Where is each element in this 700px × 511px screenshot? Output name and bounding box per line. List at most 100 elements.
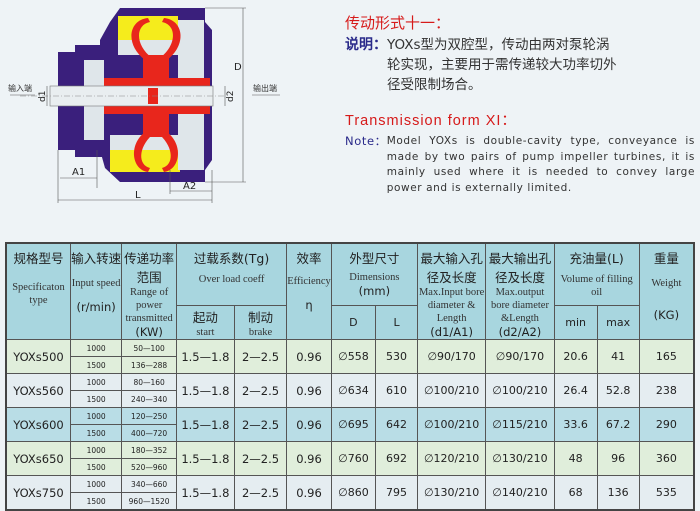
header-start: 起动 start xyxy=(175,305,235,340)
cell-model: YOXs600 xyxy=(5,407,71,442)
cell-output-bore: ∅140/210 xyxy=(485,475,555,511)
cell-L: 642 xyxy=(375,407,418,442)
cell-brake: 2—2.5 xyxy=(233,441,288,476)
cell-start: 1.5—1.8 xyxy=(175,441,235,476)
header-oil: 充油量(L) Volume of filling oil xyxy=(553,242,640,307)
cell-L: 795 xyxy=(375,475,418,511)
header-output-bore: 最大输出孔径及长度 Max.output bore diameter &Lengt… xyxy=(485,242,555,340)
cell-brake: 2—2.5 xyxy=(233,373,288,408)
header-oil-min: min xyxy=(553,305,598,340)
cell-model: YOXs500 xyxy=(5,339,71,374)
cell-L: 530 xyxy=(375,339,418,374)
cell-weight: 360 xyxy=(638,441,695,476)
cell-input-bore: ∅100/210 xyxy=(416,373,487,408)
coupling-cross-section-diagram: 输入端 输出端 d1 d2 D A1 A2 L xyxy=(8,7,280,203)
cell-power: 960—1520 xyxy=(121,492,177,511)
cell-D: ∅860 xyxy=(330,475,377,511)
cell-efficiency: 0.96 xyxy=(286,475,332,511)
cell-speed: 1000 xyxy=(69,407,123,425)
cn-note-text: YOXs型为双腔型，传动由两对泵轮涡轮实现，主要用于需传递较大功率切外径受限制场… xyxy=(387,37,617,93)
header-spec: 规格型号 Specificaton type xyxy=(5,242,71,340)
cell-speed: 1000 xyxy=(69,475,123,493)
cell-speed: 1000 xyxy=(69,441,123,459)
dim-d1: d1 xyxy=(38,91,48,102)
cell-weight: 165 xyxy=(638,339,695,374)
cell-efficiency: 0.96 xyxy=(286,339,332,374)
cell-speed: 1000 xyxy=(69,373,123,391)
dim-d2: d2 xyxy=(226,91,236,102)
cell-oil-min: 33.6 xyxy=(553,407,598,442)
en-note-label: Note： xyxy=(345,134,387,148)
cell-speed: 1500 xyxy=(69,390,123,408)
cell-start: 1.5—1.8 xyxy=(175,339,235,374)
cell-oil-min: 48 xyxy=(553,441,598,476)
cell-power: 120—250 xyxy=(121,407,177,425)
cell-speed: 1500 xyxy=(69,458,123,476)
cell-speed: 1500 xyxy=(69,424,123,442)
cell-speed: 1500 xyxy=(69,356,123,374)
cn-note: 说明： YOXs型为双腔型，传动由两对泵轮涡轮实现，主要用于需传递较大功率切外径… xyxy=(345,35,695,95)
cell-oil-min: 26.4 xyxy=(553,373,598,408)
cell-model: YOXs560 xyxy=(5,373,71,408)
header-D: D xyxy=(330,305,377,340)
cell-start: 1.5—1.8 xyxy=(175,373,235,408)
cell-L: 692 xyxy=(375,441,418,476)
cn-title: 传动形式十一： xyxy=(345,14,451,32)
spec-table: 规格型号 Specificaton type 输入转速 Input speed (r/… xyxy=(5,242,695,511)
header-power: 传递功率范围 Range of power transmitted (KW) xyxy=(121,242,177,340)
cell-start: 1.5—1.8 xyxy=(175,475,235,511)
cell-power: 180—352 xyxy=(121,441,177,459)
table-subrow: 1500 240—340 xyxy=(6,390,694,408)
table-row: YOXs560 1000 80—160 1.5—1.8 2—2.5 0.96 ∅634 610… xyxy=(5,373,695,408)
cell-power: 80—160 xyxy=(121,373,177,391)
cell-weight: 290 xyxy=(638,407,695,442)
output-end-label: 输出端 xyxy=(253,83,277,93)
header-efficiency: 效率 Efficiency η xyxy=(286,242,332,340)
cell-model: YOXs750 xyxy=(5,475,71,511)
cell-power: 136—288 xyxy=(121,356,177,374)
table-row: YOXs750 1000 340—660 1.5—1.8 2—2.5 0.96 ∅860 79… xyxy=(5,475,695,511)
cell-oil-max: 52.8 xyxy=(596,373,640,408)
dim-A2: A2 xyxy=(183,181,196,192)
header-oil-max: max xyxy=(596,305,640,340)
en-title: Transmission form XI： xyxy=(345,113,517,129)
header-brake: 制动 brake xyxy=(233,305,288,340)
cell-speed: 1000 xyxy=(69,339,123,357)
cell-input-bore: ∅130/210 xyxy=(416,475,487,511)
cell-brake: 2—2.5 xyxy=(233,407,288,442)
header-L: L xyxy=(375,305,418,340)
cell-input-bore: ∅100/210 xyxy=(416,407,487,442)
cell-power: 400—720 xyxy=(121,424,177,442)
cell-D: ∅558 xyxy=(330,339,377,374)
cell-start: 1.5—1.8 xyxy=(175,407,235,442)
header-dimensions: 外型尺寸 Dimensions (mm) xyxy=(330,242,418,307)
description-block: 传动形式十一： 说明： YOXs型为双腔型，传动由两对泵轮涡轮实现，主要用于需传… xyxy=(345,12,695,196)
cell-model: YOXs650 xyxy=(5,441,71,476)
cell-output-bore: ∅115/210 xyxy=(485,407,555,442)
cell-power: 520—960 xyxy=(121,458,177,476)
cell-oil-min: 68 xyxy=(553,475,598,511)
cell-output-bore: ∅100/210 xyxy=(485,373,555,408)
dim-A1: A1 xyxy=(72,167,85,178)
cell-oil-max: 41 xyxy=(596,339,640,374)
cell-D: ∅634 xyxy=(330,373,377,408)
table-subrow: 1500 520—960 xyxy=(6,458,694,476)
cell-D: ∅695 xyxy=(330,407,377,442)
cell-output-bore: ∅130/210 xyxy=(485,441,555,476)
cell-efficiency: 0.96 xyxy=(286,407,332,442)
input-end-label: 输入端 xyxy=(8,83,32,93)
cell-input-bore: ∅120/210 xyxy=(416,441,487,476)
cell-D: ∅760 xyxy=(330,441,377,476)
cell-output-bore: ∅90/170 xyxy=(485,339,555,374)
cell-speed: 1500 xyxy=(69,492,123,511)
cell-weight: 238 xyxy=(638,373,695,408)
cell-oil-min: 20.6 xyxy=(553,339,598,374)
cell-power: 50—100 xyxy=(121,339,177,357)
table-row: YOXs500 1000 50—100 1.5—1.8 2—2.5 0.96 ∅558 530… xyxy=(5,339,695,374)
header-speed: 输入转速 Input speed (r/min) xyxy=(69,242,123,340)
table-row: YOXs600 1000 120—250 1.5—1.8 2—2.5 0.96 ∅695 64… xyxy=(5,407,695,442)
header-input-bore: 最大输入孔径及长度 Max.Input bore diameter & Lengt… xyxy=(416,242,487,340)
cell-power: 340—660 xyxy=(121,475,177,493)
cell-oil-max: 96 xyxy=(596,441,640,476)
cell-brake: 2—2.5 xyxy=(233,475,288,511)
